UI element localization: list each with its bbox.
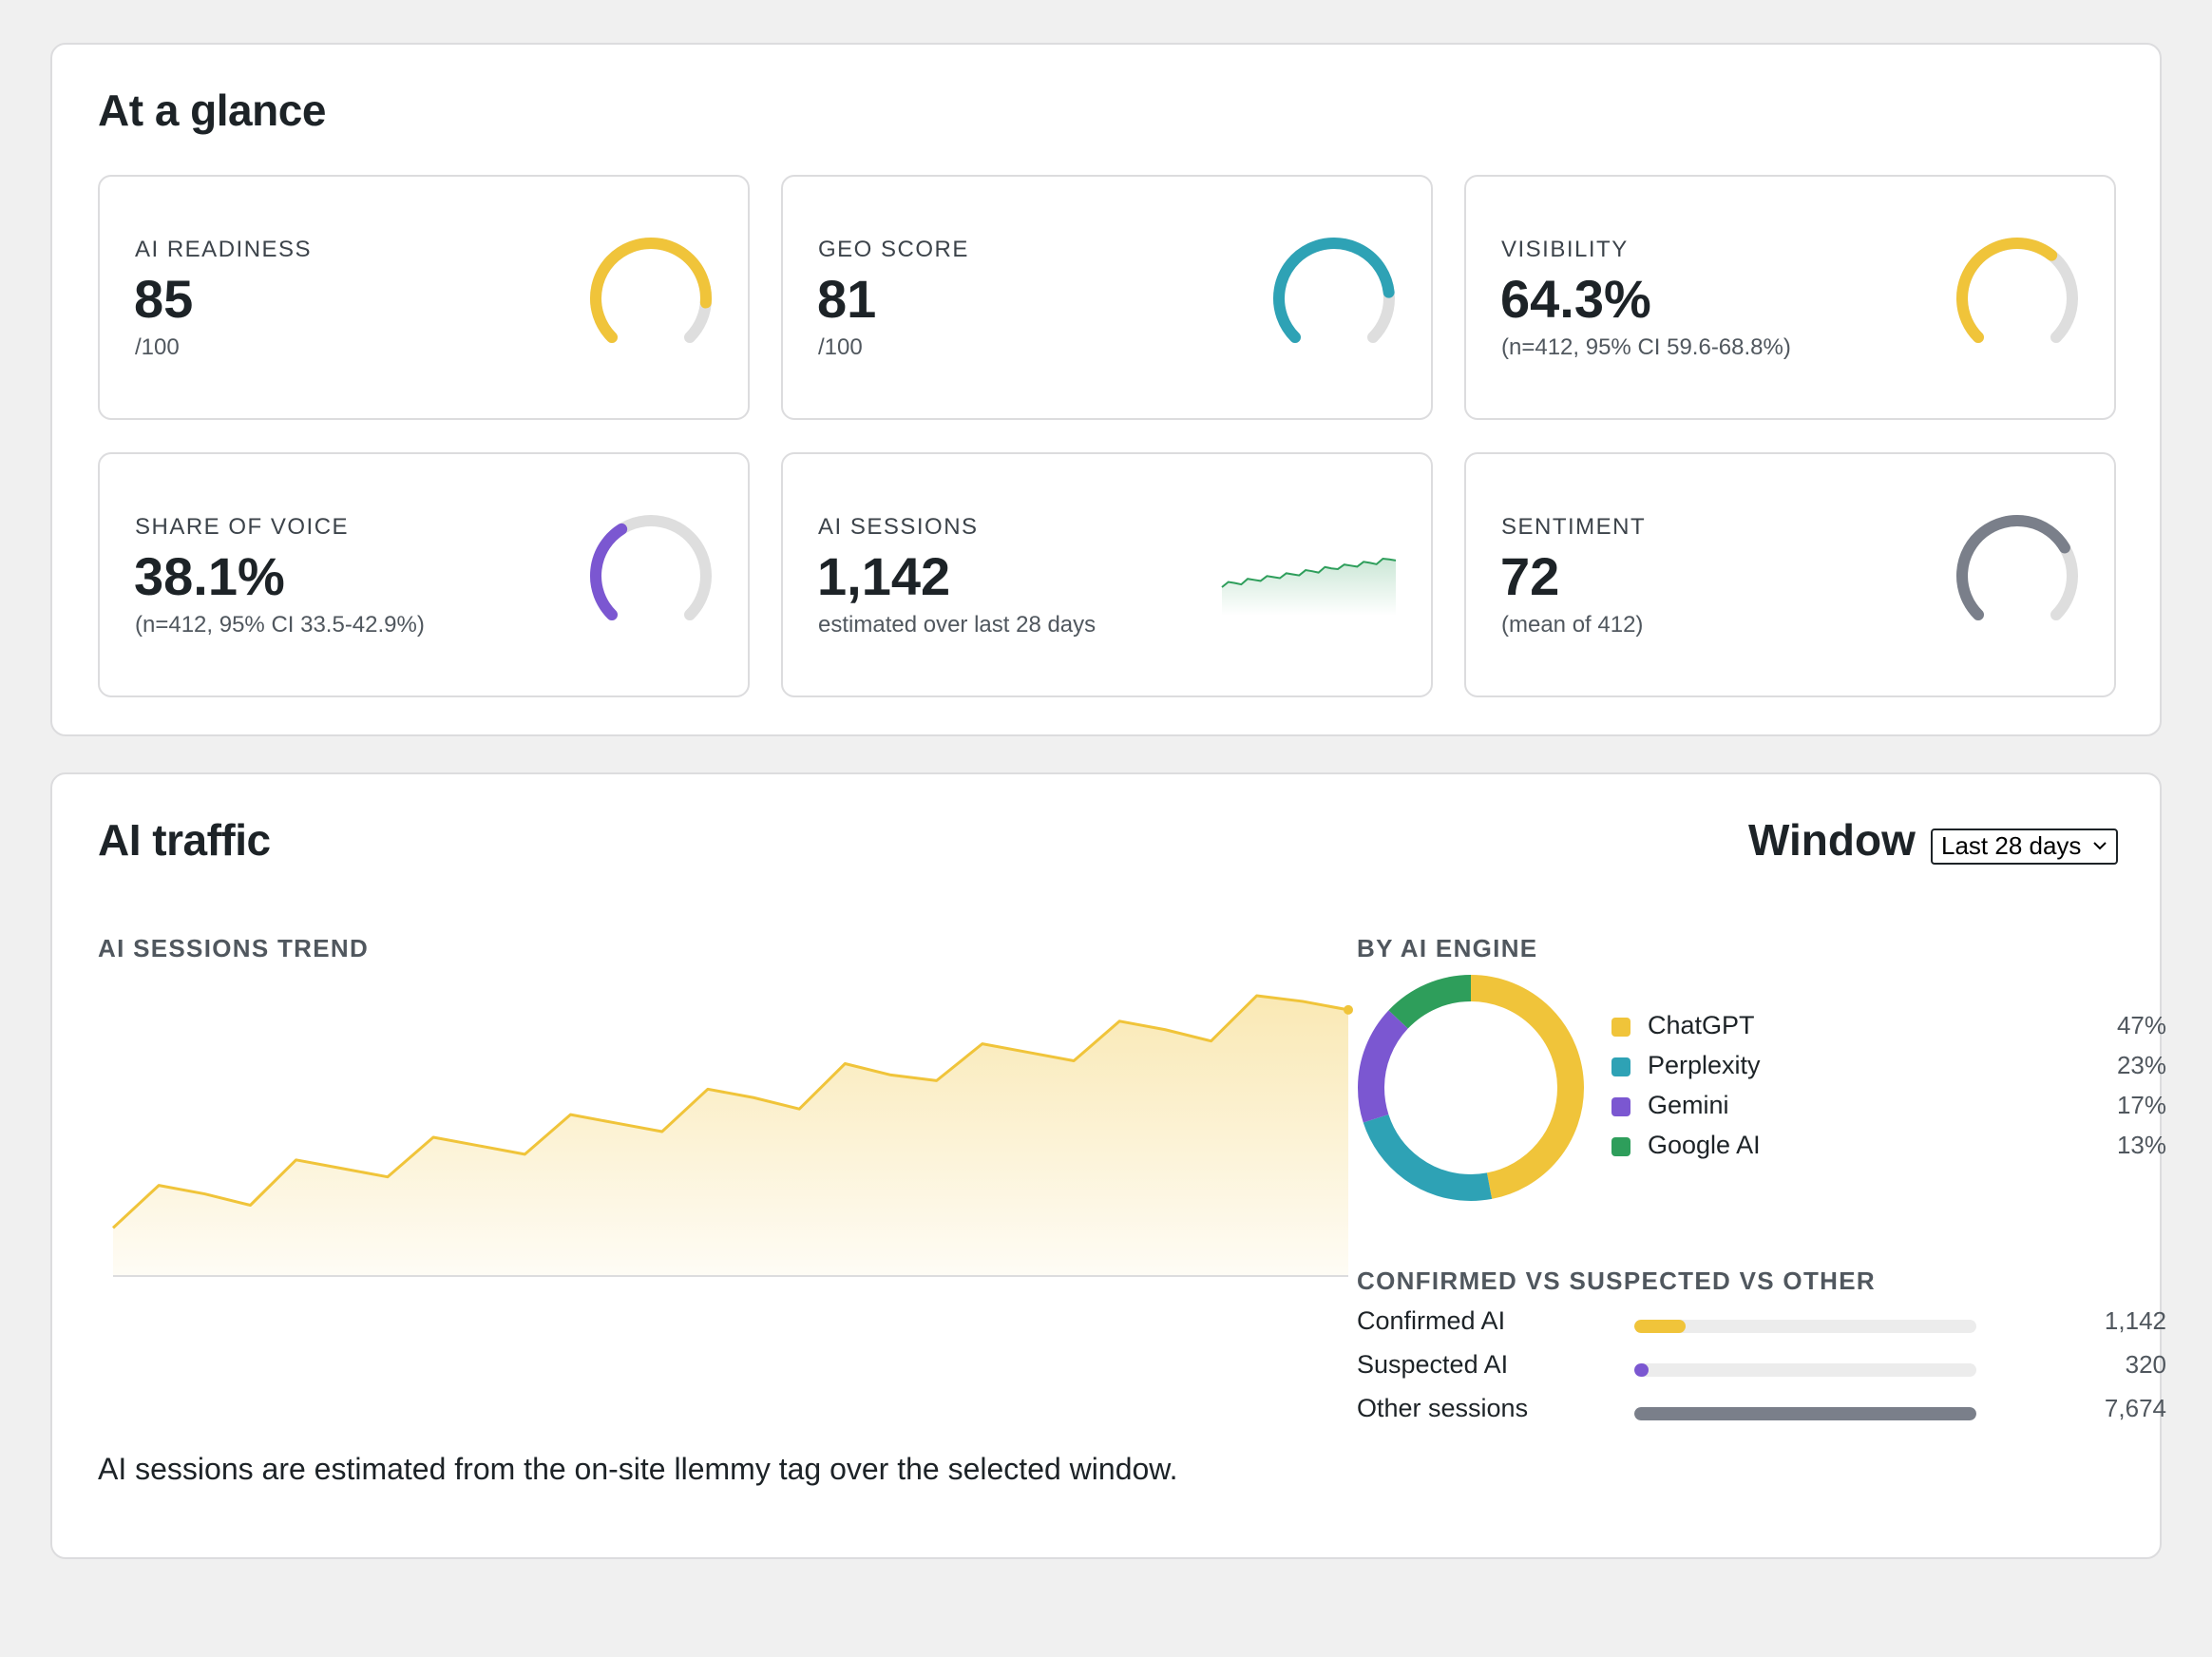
breakdown-bar-fill [1634,1320,1686,1333]
legend-item-gemini: Gemini 17% [1611,1089,2166,1123]
metric-value: 72 [1500,546,1560,606]
breakdown-bar-track [1634,1363,1976,1377]
geo-score-gauge [1273,238,1395,344]
legend-swatch [1611,1097,1630,1116]
legend-swatch [1611,1137,1630,1156]
metric-value: 85 [134,269,194,329]
sparkline-line [1221,557,1397,588]
breakdown-row-suspected: Suspected AI 320 [1357,1350,2166,1384]
metric-card-sentiment: SENTIMENT 72 (mean of 412) [1464,452,2116,697]
breakdown-name: Other sessions [1357,1394,1529,1422]
legend-item-google-ai: Google AI 13% [1611,1129,2166,1163]
metric-label: SENTIMENT [1501,514,1647,540]
breakdown-name: Suspected AI [1357,1350,1509,1379]
chevron-down-icon [2092,830,2107,872]
legend-name: Perplexity [1648,1051,1761,1079]
breakdown-name: Confirmed AI [1357,1306,1506,1335]
metric-card-ai-readiness: AI READINESS 85 /100 [98,175,750,420]
metric-subtext: (n=412, 95% CI 59.6-68.8%) [1501,334,1791,360]
donut-slice-gemini [1358,975,1584,1201]
legend-percent: 17% [2116,1091,2166,1119]
legend-name: Gemini [1648,1091,1729,1119]
metric-value: 64.3% [1500,269,1651,329]
metric-subtext: /100 [135,334,180,360]
ai-sessions-trend-chart [111,994,1353,1277]
ai-readiness-gauge [590,238,712,344]
breakdown-value: 1,142 [2104,1306,2166,1335]
legend-name: Google AI [1648,1131,1761,1159]
metric-value: 1,142 [817,546,951,606]
metric-value: 81 [817,269,877,329]
legend-percent: 23% [2116,1051,2166,1079]
metric-card-visibility: VISIBILITY 64.3% (n=412, 95% CI 59.6-68.… [1464,175,2116,420]
legend-name: ChatGPT [1648,1011,1755,1039]
share-of-voice-gauge [590,515,712,621]
metric-subtext: (n=412, 95% CI 33.5-42.9%) [135,612,425,638]
metric-subtext: (mean of 412) [1501,612,1644,638]
ai-traffic-title: AI traffic [98,815,271,865]
legend-item-chatgpt: ChatGPT 47% [1611,1009,2166,1043]
metric-label: GEO SCORE [818,237,969,262]
legend-percent: 47% [2116,1011,2166,1039]
traffic-footnote: AI sessions are estimated from the on-si… [98,1452,1178,1486]
breakdown-bar-track [1634,1320,1976,1333]
metric-label: AI SESSIONS [818,514,979,540]
breakdown-bar-track [1634,1407,1976,1420]
at-a-glance-card: At a glance AI READINESS 85 /100 GEO SCO… [50,43,2162,736]
trend-section-label: AI SESSIONS TREND [98,934,370,962]
breakdown-section-label: CONFIRMED VS SUSPECTED VS OTHER [1357,1267,1876,1295]
window-select[interactable]: Last 28 days [1931,828,2118,865]
metric-card-ai-sessions: AI SESSIONS 1,142 estimated over last 28… [781,452,1433,697]
gauge-value-arc [1956,238,2058,344]
ai-traffic-card: AI traffic Window Last 28 days AI SESSIO… [50,772,2166,1559]
breakdown-value: 7,674 [2104,1394,2166,1422]
metric-value: 38.1% [134,546,285,606]
metric-subtext: estimated over last 28 days [818,612,1096,638]
sentiment-gauge [1956,515,2078,621]
visibility-gauge [1956,238,2078,344]
window-label: Window [1748,815,1916,865]
breakdown-bar-fill [1634,1363,1649,1377]
gauge-value-arc [590,523,628,621]
metric-label: AI READINESS [135,237,313,262]
gauge-value-arc [590,238,712,344]
breakdown-bar-fill [1634,1407,1976,1420]
metric-card-geo-score: GEO SCORE 81 /100 [781,175,1433,420]
legend-item-perplexity: Perplexity 23% [1611,1049,2166,1083]
window-select-value: Last 28 days [1941,831,2082,860]
engine-section-label: BY AI ENGINE [1357,934,1538,962]
trend-last-point [1344,1004,1353,1015]
ai-engine-donut-chart [1358,975,1584,1201]
breakdown-row-confirmed: Confirmed AI 1,142 [1357,1306,2166,1341]
metric-label: VISIBILITY [1501,237,1629,262]
legend-swatch [1611,1018,1630,1037]
metric-card-share-of-voice: SHARE OF VOICE 38.1% (n=412, 95% CI 33.5… [98,452,750,697]
at-a-glance-title: At a glance [98,86,326,135]
trend-line [111,994,1349,1229]
sparkline-area [1222,559,1396,616]
donut-slice-google-ai [1358,975,1584,1201]
breakdown-value: 320 [2125,1350,2166,1379]
gauge-value-arc [1273,238,1395,344]
donut-slice-perplexity [1358,975,1584,1201]
legend-percent: 13% [2116,1131,2166,1159]
gauge-value-arc [1956,515,2070,621]
trend-area [113,995,1348,1276]
ai-sessions-sparkline [1221,557,1397,616]
metric-subtext: /100 [818,334,863,360]
breakdown-row-other: Other sessions 7,674 [1357,1394,2166,1428]
legend-swatch [1611,1057,1630,1076]
metric-label: SHARE OF VOICE [135,514,350,540]
